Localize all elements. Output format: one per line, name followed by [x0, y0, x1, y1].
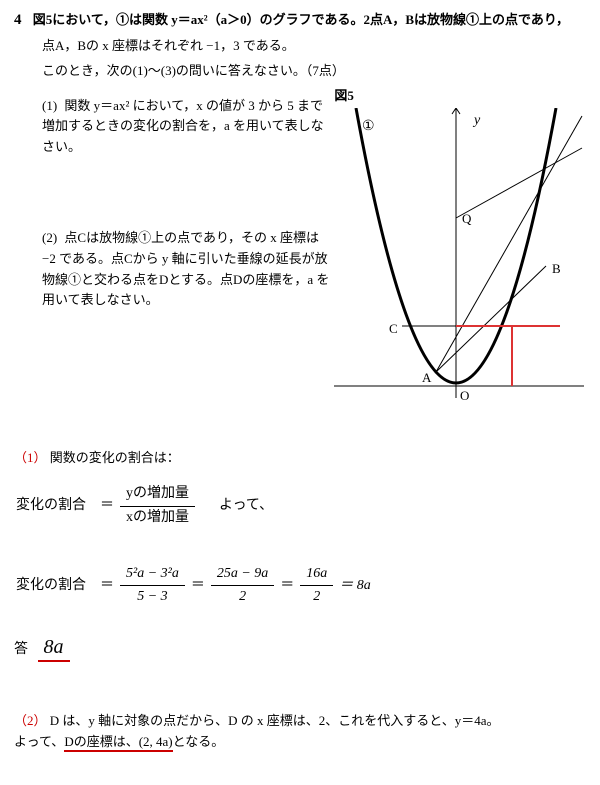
y-label: y — [472, 113, 481, 128]
point-a-label: A — [422, 370, 432, 385]
line-q-right — [456, 148, 582, 218]
sol1-therefore: よって、 — [219, 495, 273, 517]
origin-label: O — [460, 388, 469, 403]
frac1: 5²a − 3²a 5 − 3 — [118, 563, 187, 609]
sol1-heading-text: 関数の変化の割合は： — [50, 450, 180, 465]
subquestion-2: (2) 点Cは放物線①上の点であり，その x 座標は −2 である。点Cから y… — [14, 228, 330, 311]
frac2: 25a − 9a 2 — [209, 563, 276, 609]
solution-1: （1） 関数の変化の割合は： 変化の割合 ＝ yの増加量 xの増加量 よって、 … — [14, 448, 586, 662]
point-q-label: Q — [462, 211, 472, 226]
sol2-line2-row: よって、Dの座標は、(2, 4a)となる。 — [14, 732, 586, 753]
answer-value: 8a — [38, 636, 70, 662]
subquestion-1: (1) 関数 y＝ax² において，x の値が 3 から 5 まで増加するときの… — [14, 96, 330, 158]
sol1-result: ＝ 8a — [339, 575, 371, 597]
line-a-upper — [436, 116, 582, 372]
sol2-line1-row: （2） D は、y 軸に対象の点だから、D の x 座標は、2、これを代入すると… — [14, 711, 586, 732]
curve-label: ① — [362, 119, 375, 134]
problem-line3: このとき，次の(1)〜(3)の問いに答えなさい。（7点） — [14, 61, 586, 82]
line-a-b — [436, 266, 546, 372]
frac-bot: xの増加量 — [120, 507, 195, 529]
point-c-label: C — [389, 321, 398, 336]
problem-number: 4 — [14, 12, 22, 28]
sol2-line2a: よって、 — [14, 734, 64, 749]
sol2-line1: D は、y 軸に対象の点だから、D の x 座標は、2、これを代入すると、y＝4… — [50, 713, 500, 728]
sol1-eq-label: 変化の割合 ＝ — [16, 575, 114, 597]
figure-label: 図5 — [334, 86, 586, 107]
sol1-num: （1） — [14, 450, 47, 465]
sol1-formula-definition: 変化の割合 ＝ yの増加量 xの増加量 よって、 — [14, 483, 586, 529]
subq1-text: 関数 y＝ax² において，x の値が 3 から 5 まで増加するときの変化の割… — [42, 98, 324, 155]
problem-intro-text: 図5において，①は関数 y＝ax²（a＞0）のグラフである。2点A，Bは放物線①… — [33, 12, 569, 27]
parabola-figure: ① y A O B C Q — [334, 108, 584, 408]
frac-top: yの増加量 — [120, 483, 195, 506]
point-b-label: B — [552, 261, 561, 276]
subq1-label: (1) — [42, 98, 57, 113]
sol1-computation: 変化の割合 ＝ 5²a − 3²a 5 − 3 ＝ 25a − 9a 2 ＝ 1… — [14, 563, 586, 609]
answer-label: 答 — [14, 642, 28, 657]
sol1-answer: 答 8a — [14, 631, 586, 663]
sol2-num: （2） — [14, 713, 47, 728]
problem-intro: 4 図5において，①は関数 y＝ax²（a＞0）のグラフである。2点A，Bは放物… — [14, 8, 586, 32]
figure-5: ① y A O B C Q — [334, 108, 586, 408]
solution-2: （2） D は、y 軸に対象の点だから、D の x 座標は、2、これを代入すると… — [14, 711, 586, 753]
sol1-formula-label: 変化の割合 ＝ — [16, 495, 114, 517]
subq2-label: (2) — [42, 230, 57, 245]
sol2-line2c: となる。 — [173, 734, 225, 749]
frac3: 16a 2 — [298, 563, 335, 609]
sol1-heading: （1） 関数の変化の割合は： — [14, 448, 586, 469]
problem-line2: 点A，Bの x 座標はそれぞれ −1，3 である。 — [14, 36, 586, 57]
rate-fraction: yの増加量 xの増加量 — [118, 483, 197, 529]
sol2-answer-underline: Dの座標は、(2, 4a) — [64, 734, 172, 752]
subq2-text: 点Cは放物線①上の点であり，その x 座標は −2 である。点Cから y 軸に引… — [42, 230, 329, 307]
